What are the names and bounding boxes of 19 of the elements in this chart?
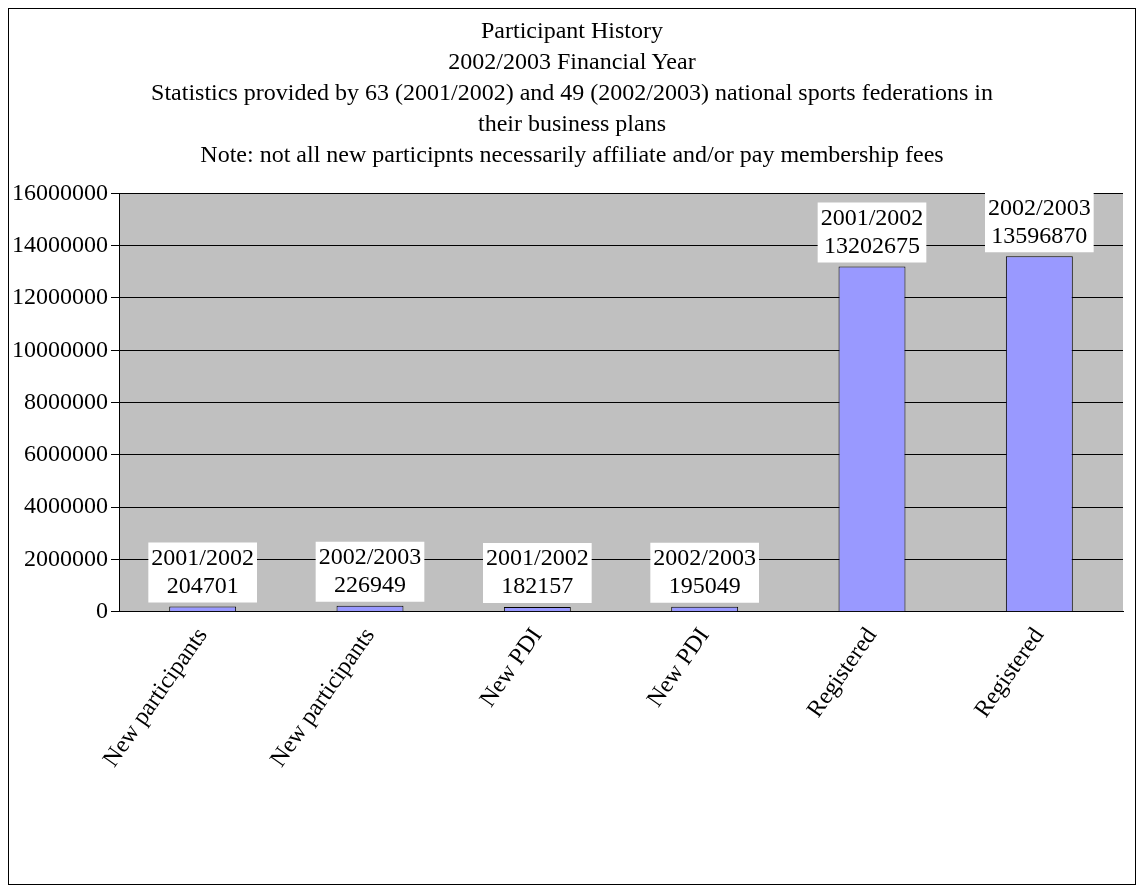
y-tick-label: 16000000 xyxy=(12,178,108,205)
data-label: 2001/2002 204701 xyxy=(151,543,254,598)
data-label: 2002/2003 226949 xyxy=(318,543,422,598)
text: Note: not all new participnts necessarily affiliate and/or pay membership fees xyxy=(199,140,945,169)
chart-subtitle: 2002/2003 Financial Year xyxy=(447,47,697,76)
y-tick-label: 2000000 xyxy=(24,544,108,571)
y-tick-label: 10000000 xyxy=(12,335,108,362)
y-tick-label: 6000000 xyxy=(24,440,108,467)
data-label: 2001/2002 13202675 xyxy=(820,203,924,258)
data-label: 2001/2002 182157 xyxy=(486,544,589,599)
text: Statistics provided by 63 (2001/2002) and 49 (2002/2003) national sports federations in their business plans xyxy=(150,78,994,138)
y-tick-label: 12000000 xyxy=(12,283,108,310)
y-tick-label: 0 xyxy=(96,597,108,624)
chart-title: Participant History xyxy=(480,16,664,45)
data-label: 2002/2003 195049 xyxy=(653,543,756,598)
data-label: 2002/2003 13596870 xyxy=(988,193,1091,248)
y-tick-label: 8000000 xyxy=(24,387,108,414)
y-tick-label: 14000000 xyxy=(12,230,108,257)
y-tick-label: 4000000 xyxy=(24,492,108,519)
